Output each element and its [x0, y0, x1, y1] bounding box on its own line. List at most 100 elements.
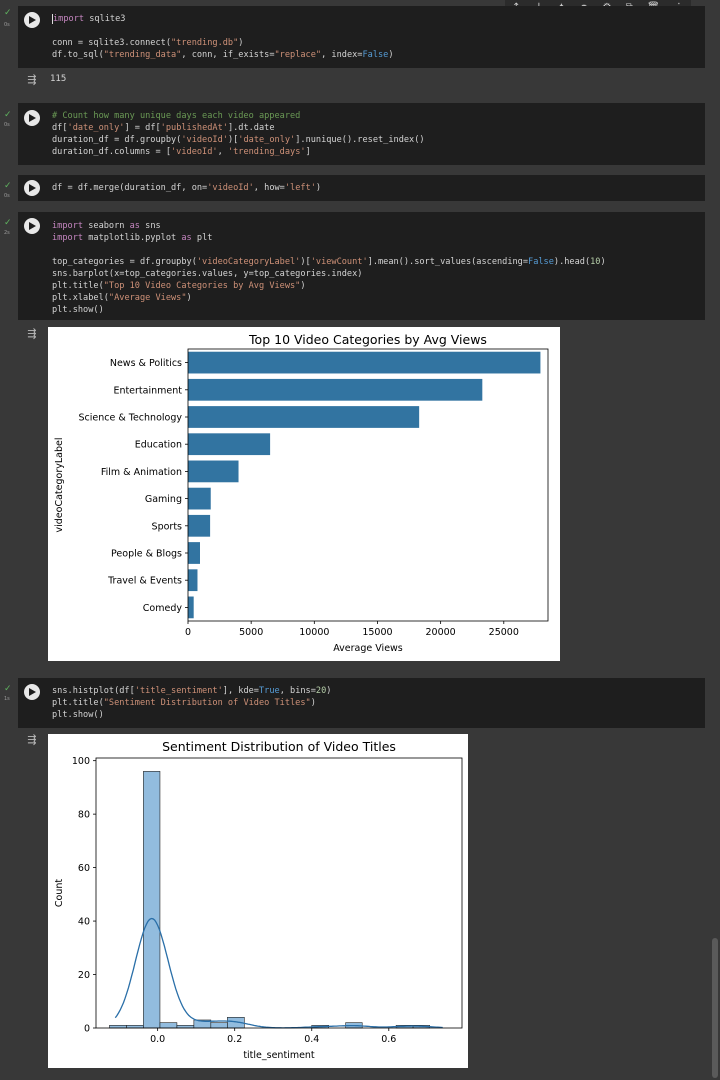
code-line: import sqlite3	[52, 13, 126, 24]
code-line: df.to_sql("trending_data", conn, if_exis…	[52, 50, 394, 60]
success-check-icon: ✓	[4, 110, 12, 120]
run-button[interactable]	[24, 12, 40, 28]
y-tick-label: 0	[84, 1024, 90, 1035]
bar	[188, 351, 541, 374]
code-line: plt.show()	[52, 710, 104, 720]
histogram-bar	[159, 1022, 178, 1029]
histogram-bar	[109, 1025, 127, 1029]
code-editor[interactable]: sns.histplot(df['title_sentiment'], kde=…	[52, 685, 331, 721]
code-cell-1[interactable]: import sqlite3 conn = sqlite3.connect("t…	[18, 6, 705, 68]
exec-time: 0s	[4, 193, 10, 199]
y-tick-label: Entertainment	[113, 385, 182, 396]
run-button[interactable]	[24, 110, 40, 126]
x-tick-label: 0.4	[304, 1034, 319, 1045]
run-button[interactable]	[24, 684, 40, 700]
output-text: 115	[50, 74, 67, 84]
code-line: duration_df.columns = ['videoId', 'trend…	[52, 147, 311, 157]
exec-time: 2s	[4, 230, 10, 236]
y-tick-label: Comedy	[143, 603, 183, 614]
success-check-icon: ✓	[4, 218, 12, 228]
exec-time: 1s	[4, 696, 10, 702]
x-axis-label: Average Views	[333, 643, 403, 654]
code-cell-4[interactable]: import seaborn as sns import matplotlib.p…	[18, 212, 705, 320]
code-editor[interactable]: import seaborn as sns import matplotlib.p…	[52, 220, 606, 316]
code-editor[interactable]: import sqlite3 conn = sqlite3.connect("t…	[52, 13, 394, 61]
code-line: plt.xlabel("Average Views")	[52, 293, 192, 303]
y-tick-label: News & Politics	[110, 358, 182, 369]
x-tick-label: 0	[185, 627, 191, 638]
bar	[188, 569, 198, 592]
histogram-bar	[126, 1025, 144, 1029]
run-button[interactable]	[24, 180, 40, 196]
y-tick-label: Travel & Events	[107, 576, 182, 587]
code-line: # Count how many unique days each video …	[52, 111, 301, 121]
x-tick-label: 10000	[299, 627, 329, 638]
chart-title: Sentiment Distribution of Video Titles	[162, 739, 396, 754]
y-tick-label: People & Blogs	[111, 549, 182, 560]
histogram-chart: Sentiment Distribution of Video Titles 0 2…	[54, 739, 463, 1061]
x-tick-label: 0.6	[381, 1034, 396, 1045]
y-axis-label: Count	[54, 879, 65, 907]
x-tick-label: 5000	[239, 627, 263, 638]
code-line: df = df.merge(duration_df, on='videoId',…	[52, 183, 322, 193]
x-tick-label: 20000	[426, 627, 456, 638]
code-line: sns.histplot(df['title_sentiment'], kde=…	[52, 686, 332, 696]
page-scrollbar[interactable]	[712, 938, 718, 1078]
code-cell-2[interactable]: # Count how many unique days each video …	[18, 103, 705, 165]
code-cell-3[interactable]: df = df.merge(duration_df, on='videoId',…	[18, 175, 705, 201]
y-tick-label: Gaming	[145, 494, 182, 505]
y-tick-label: Education	[135, 440, 182, 451]
exec-time: 0s	[4, 122, 10, 128]
output-toggle-icon[interactable]: ⇶	[27, 73, 37, 86]
success-check-icon: ✓	[4, 8, 12, 18]
x-tick-label: 15000	[362, 627, 392, 638]
x-axis-label: title_sentiment	[243, 1050, 315, 1061]
code-line: import seaborn as sns	[52, 221, 161, 231]
kde-line	[114, 917, 443, 1029]
run-button[interactable]	[24, 218, 40, 234]
x-tick-label: 0.0	[150, 1034, 165, 1045]
bar	[188, 596, 194, 619]
code-line: conn = sqlite3.connect("trending.db")	[52, 38, 244, 48]
code-line	[52, 25, 394, 37]
code-editor[interactable]: df = df.merge(duration_df, on='videoId',…	[52, 182, 321, 194]
code-editor[interactable]: # Count how many unique days each video …	[52, 110, 425, 158]
bar	[188, 378, 483, 401]
output-toggle-icon[interactable]: ⇶	[27, 733, 37, 746]
bar	[188, 433, 271, 456]
y-tick-label: Science & Technology	[79, 413, 183, 424]
y-tick-label: 80	[78, 810, 90, 821]
exec-time: 0s	[4, 22, 10, 28]
bar-chart-container: Top 10 Video Categories by Avg Views News…	[48, 327, 560, 661]
histogram-container: Sentiment Distribution of Video Titles 0 2…	[48, 734, 468, 1068]
success-check-icon: ✓	[4, 684, 12, 694]
output-area-1: ⇶ 115	[18, 68, 705, 94]
code-line: df['date_only'] = df['publishedAt'].dt.d…	[52, 123, 275, 133]
code-line: sns.barplot(x=top_categories.values, y=t…	[52, 269, 363, 279]
bar	[188, 514, 211, 537]
bar-chart: Top 10 Video Categories by Avg Views News…	[54, 332, 549, 654]
y-tick-label: Film & Animation	[101, 467, 182, 478]
x-tick-label: 25000	[489, 627, 519, 638]
bar	[188, 460, 239, 483]
code-line: plt.show()	[52, 305, 104, 315]
y-tick-label: 60	[78, 863, 90, 874]
histogram-bar	[176, 1025, 195, 1029]
output-toggle-icon[interactable]: ⇶	[27, 327, 37, 340]
bar	[188, 487, 211, 510]
code-line: duration_df = df.groupby('videoId')['dat…	[52, 135, 425, 145]
plot-frame	[187, 348, 549, 622]
y-tick-label: 40	[78, 917, 90, 928]
y-axis-label: videoCategoryLabel	[54, 438, 65, 533]
code-line: top_categories = df.groupby('videoCatego…	[52, 257, 606, 267]
code-cell-5[interactable]: sns.histplot(df['title_sentiment'], kde=…	[18, 678, 705, 728]
chart-title: Top 10 Video Categories by Avg Views	[248, 332, 487, 347]
success-check-icon: ✓	[4, 181, 12, 191]
bar	[188, 406, 420, 428]
histogram-bar	[210, 1022, 228, 1029]
y-tick-label: Sports	[152, 521, 183, 532]
code-line: import matplotlib.pyplot as plt	[52, 233, 213, 243]
code-line	[52, 244, 606, 256]
histogram-bar	[143, 771, 161, 1029]
y-tick-label: 20	[78, 970, 90, 981]
